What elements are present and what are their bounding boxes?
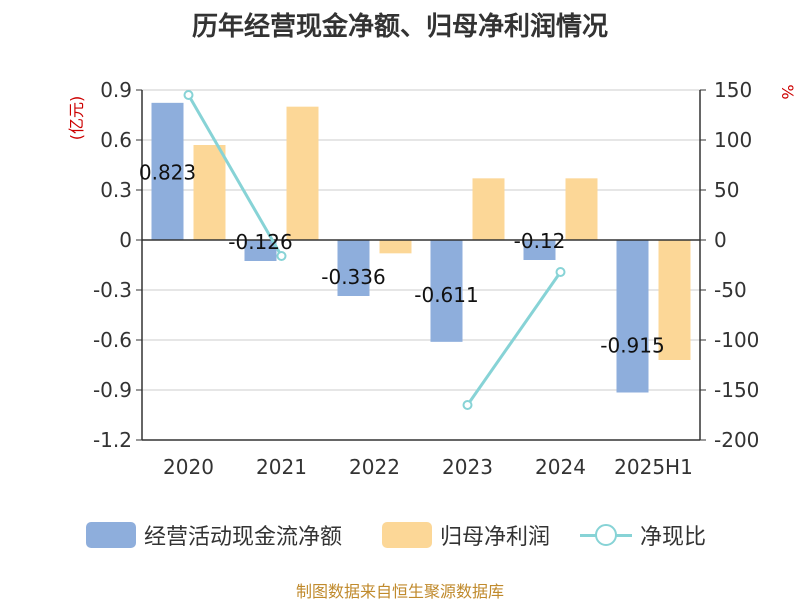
x-axis-tick-label: 2024 [535, 455, 586, 479]
cash-flow-data-label: -0.611 [414, 283, 478, 307]
ratio-line-segment [187, 94, 283, 257]
cash-flow-bar [244, 240, 277, 261]
cash-flow-bar [430, 240, 463, 342]
legend-swatch-ratio [580, 522, 632, 548]
cash-flow-data-label: -0.915 [600, 334, 664, 358]
ratio-point [276, 251, 287, 261]
x-axis-tick-label: 2021 [256, 455, 307, 479]
ratio-line-series [183, 90, 566, 410]
left-axis-tick-label: -0.3 [93, 278, 132, 302]
legend-item-ratio[interactable]: 净现比 [580, 518, 706, 552]
left-axis-tick-label: 0.3 [100, 178, 132, 202]
left-axis-tick-label: -0.6 [93, 328, 132, 352]
left-axis-tick-label: -0.9 [93, 378, 132, 402]
cash-flow-bar [616, 240, 649, 393]
cash-flow-bar [337, 240, 370, 296]
cash-flow-bar [523, 240, 556, 260]
right-axis-unit: % [778, 84, 797, 99]
right-axis-tick-label: -200 [714, 428, 759, 452]
net-profit-bar [193, 145, 226, 240]
net-profit-bar [658, 240, 691, 360]
ratio-point [183, 90, 194, 100]
x-axis-tick-label: 2022 [349, 455, 400, 479]
cash-flow-data-label: 0.823 [139, 160, 196, 184]
x-axis-tick-label: 2020 [163, 455, 214, 479]
cash-flow-data-label: -0.336 [321, 265, 385, 289]
cash-flow-data-label: -0.12 [514, 229, 566, 253]
x-axis-tick-label: 2025H1 [614, 455, 693, 479]
data-labels: 0.823 -0.126 -0.336 -0.611 -0.12 -0.915 [139, 160, 665, 357]
ratio-line-segment [466, 271, 562, 406]
right-axis-tick-label: 50 [714, 178, 739, 202]
legend-swatch-cash-flow [86, 522, 136, 548]
left-axis-tick-label: 0.6 [100, 128, 132, 152]
legend-label-ratio: 净现比 [640, 525, 707, 550]
ratio-point [555, 267, 566, 277]
right-axis-tick-label: 150 [714, 78, 752, 102]
right-axis-tick-label: -150 [714, 378, 759, 402]
net-profit-bar [565, 178, 598, 240]
left-axis-tick-label: 0.9 [100, 78, 132, 102]
legend-item-net-profit[interactable]: 归母净利润 [382, 518, 550, 552]
legend-label-cash-flow: 经营活动现金流净额 [144, 525, 343, 550]
left-axis-tick-label: 0 [119, 228, 132, 252]
net-profit-bar [379, 240, 412, 254]
right-axis-tick-label: 0 [714, 228, 727, 252]
ratio-point [462, 400, 473, 410]
cash-flow-bar [151, 102, 184, 240]
net-profit-bar [472, 178, 505, 240]
left-axis-tick-label: -1.2 [93, 428, 132, 452]
net-profit-bar [286, 106, 319, 241]
legend-swatch-net-profit [382, 522, 432, 548]
x-axis-tick-label: 2023 [442, 455, 493, 479]
grid-lines [142, 89, 700, 441]
source-note: 制图数据来自恒生聚源数据库 [295, 582, 504, 601]
axes: 0.9 0.6 0.3 0 -0.3 -0.6 -0.9 -1.2 150 100 50 0 -50 -1… [93, 78, 759, 479]
legend-item-cash-flow[interactable]: 经营活动现金流净额 [86, 518, 342, 552]
chart-title: 历年经营现金净额、归母净利润情况 [191, 12, 608, 42]
right-axis-tick-label: -50 [714, 278, 747, 302]
left-axis-unit: (亿元) [67, 96, 86, 141]
right-axis-tick-label: -100 [714, 328, 759, 352]
legend: 经营活动现金流净额 归母净利润 净现比 [0, 518, 800, 552]
right-axis-tick-label: 100 [714, 128, 752, 152]
cash-flow-data-label: -0.126 [228, 230, 292, 254]
bar-series [151, 102, 691, 393]
legend-label-net-profit: 归母净利润 [440, 525, 551, 550]
